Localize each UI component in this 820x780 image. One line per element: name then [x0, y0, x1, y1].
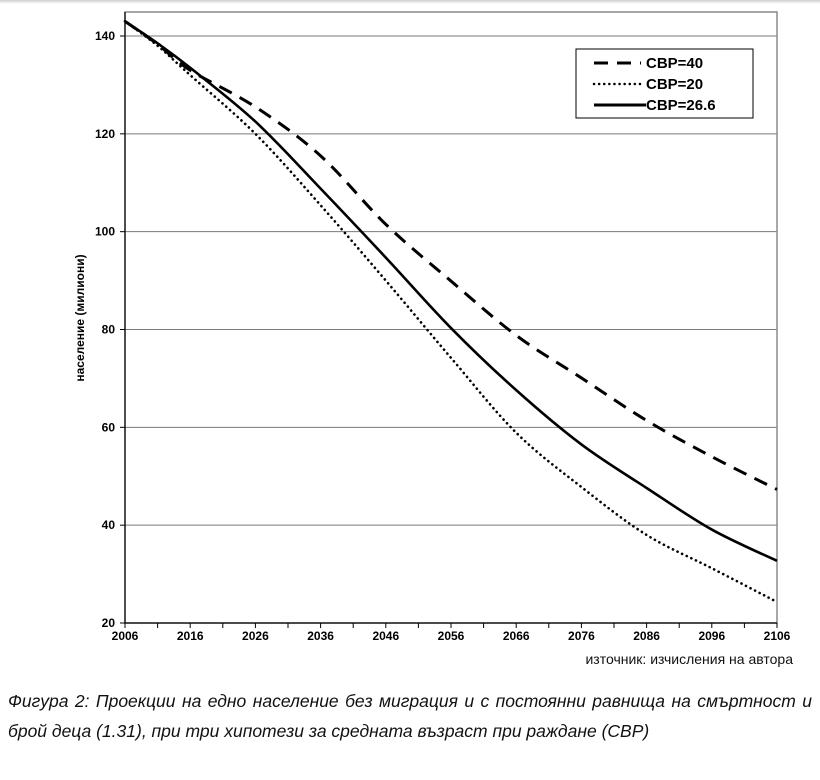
- legend-label: СВР=26.6: [646, 97, 716, 114]
- legend: СВР=40 СВР=20 СВР=26.6: [575, 48, 754, 119]
- x-tick-label: 2016: [177, 629, 204, 643]
- x-tick-label: 2056: [438, 629, 465, 643]
- y-tick-label: 20: [102, 616, 116, 630]
- x-tick-label: 2086: [633, 629, 660, 643]
- legend-label: СВР=20: [646, 76, 703, 93]
- y-tick-label: 140: [95, 29, 115, 43]
- series-lines: [123, 20, 779, 604]
- x-tick-label: 2006: [112, 629, 139, 643]
- y-tick-label: 100: [95, 225, 115, 239]
- y-axis-label: население (милиони): [73, 254, 87, 381]
- x-tick-label: 2026: [242, 629, 269, 643]
- gridlines: [125, 35, 777, 526]
- y-tick-label: 40: [102, 518, 116, 532]
- top-shadow: [0, 0, 820, 4]
- axis-ticks: 20 40 60 80 100 120 140 2006 2016 2026 2036 2046 205…: [95, 29, 791, 643]
- x-tick-label: 2106: [764, 629, 791, 643]
- figure-caption: Фигура 2: Проекции на едно население без…: [8, 691, 812, 741]
- x-tick-label: 2076: [568, 629, 595, 643]
- x-tick-label: 2046: [372, 629, 399, 643]
- y-tick-label: 80: [102, 323, 116, 337]
- series-line-dashed: [124, 20, 778, 491]
- x-tick-label: 2066: [503, 629, 530, 643]
- line-chart: 20 40 60 80 100 120 140 2006 2016 2026 2036 2046 205…: [73, 11, 791, 643]
- series-line-dotted: [123, 20, 779, 604]
- series-line-solid: [124, 20, 778, 563]
- y-tick-label: 60: [102, 420, 116, 434]
- source-note: източник: изчисления на автора: [585, 651, 793, 667]
- legend-label: СВР=40: [646, 55, 703, 72]
- y-tick-label: 120: [95, 127, 115, 141]
- x-tick-label: 2036: [307, 629, 334, 643]
- x-tick-label: 2096: [698, 629, 725, 643]
